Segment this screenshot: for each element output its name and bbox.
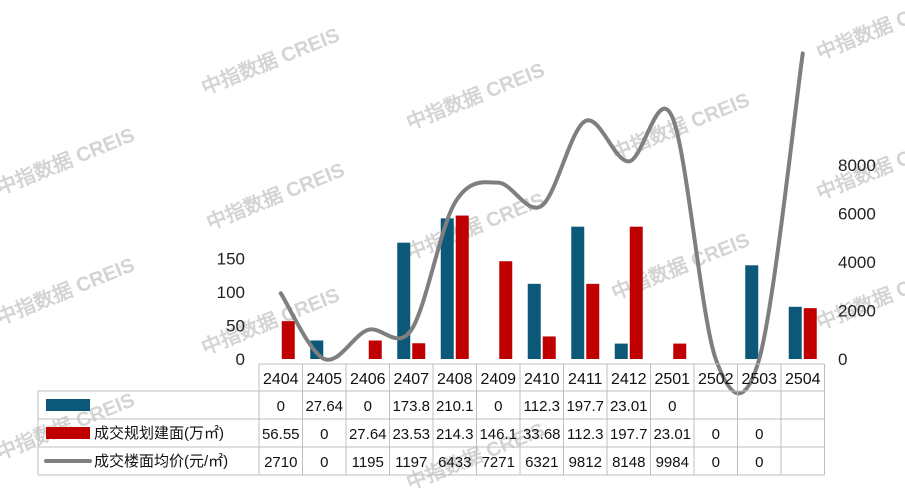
table-cell: 0: [755, 454, 763, 471]
bar-series1: [397, 242, 411, 359]
watermark-text: 中指数据 CREIS: [0, 122, 138, 199]
watermark-text: 中指数据 CREIS: [403, 187, 548, 264]
table-cell: 210.1: [436, 398, 474, 415]
bar-series2: [542, 336, 556, 359]
bar-series1: [788, 306, 802, 359]
bar-series2: [586, 283, 600, 359]
table-cell: 0: [364, 398, 372, 415]
data-table: 2404 2405 2406 2407 2408 2409 2410 2411 2412 2501…: [37, 363, 825, 476]
bar-series1: [440, 218, 454, 359]
category-label: 2503: [741, 371, 777, 388]
category-label: 2410: [524, 371, 560, 388]
right-axis: 0 2000 4000 6000 8000: [838, 156, 876, 369]
table-cell: 0: [320, 426, 328, 443]
table-cell: 112.3: [567, 426, 603, 443]
legend-key-2: [46, 427, 90, 439]
table-cell: 0: [712, 454, 720, 471]
table-cell: 8148: [612, 454, 645, 471]
table-cell: 0: [712, 426, 720, 443]
category-label: 2404: [263, 371, 299, 388]
bar-series2: [368, 340, 382, 359]
table-cell: 7271: [482, 454, 515, 471]
table-cell: 173.8: [392, 398, 430, 415]
bar-series1: [571, 226, 585, 359]
table-cell: 56.55: [262, 426, 300, 443]
table-cell: 112.3: [524, 398, 560, 415]
left-axis: 0 50 100 150: [217, 250, 245, 369]
table-cell: 197.7: [610, 426, 648, 443]
table-cell: 2710: [264, 454, 297, 471]
watermark-text: 中指数据 CREIS: [0, 252, 138, 329]
legend-label-3: 成交楼面均价(元/㎡): [94, 452, 228, 470]
table-cell: 23.01: [610, 398, 648, 415]
bar-series2: [281, 321, 295, 359]
bar-series1: [527, 283, 541, 359]
table-cell: 1197: [395, 454, 427, 471]
category-label: 2502: [698, 371, 734, 388]
watermark-text: 中指数据 CREIS: [203, 157, 348, 234]
bar-series: [281, 215, 817, 359]
left-axis-tick: 0: [236, 350, 245, 369]
table-cell: 146.1: [479, 426, 517, 443]
right-axis-tick: 2000: [838, 302, 876, 321]
watermark-text: 中指数据 CREIS: [608, 227, 753, 304]
bar-series2: [412, 343, 426, 359]
left-axis-tick: 50: [226, 317, 245, 336]
right-axis-tick: 6000: [838, 205, 876, 224]
table-cell: 6321: [525, 454, 558, 471]
left-axis-tick: 150: [217, 250, 245, 269]
table-cell: 214.3: [436, 426, 474, 443]
table-cell: 27.64: [305, 398, 343, 415]
bar-series2: [455, 215, 469, 359]
table-cell: 0: [277, 398, 285, 415]
category-label: 2504: [785, 371, 821, 388]
table-cell: 0: [320, 454, 328, 471]
legend-label-2: 成交规划建面(万㎡): [94, 424, 224, 442]
table-cell: 197.7: [566, 398, 604, 415]
category-label: 2405: [306, 371, 342, 388]
category-label: 2411: [568, 371, 603, 388]
table-cell: 0: [668, 398, 676, 415]
bar-series2: [499, 261, 513, 359]
left-axis-tick: 100: [217, 283, 245, 302]
table-cell: 9984: [656, 454, 689, 471]
table-cell: 9812: [569, 454, 602, 471]
table-cell: 23.53: [392, 426, 430, 443]
right-axis-tick: 0: [838, 350, 847, 369]
bar-series2: [629, 226, 643, 359]
table-cell: 6433: [438, 454, 471, 471]
category-label: 2408: [437, 371, 473, 388]
category-label: 2409: [480, 371, 516, 388]
bar-series2: [673, 343, 687, 359]
table-cell: 0: [755, 426, 763, 443]
table-cell: 0: [494, 398, 502, 415]
watermark-text: 中指数据 CREIS: [403, 57, 548, 134]
bar-series1: [614, 343, 628, 359]
table-cell: 1195: [352, 454, 384, 471]
category-label: 2501: [654, 371, 690, 388]
watermark-text: 中指数据 CREIS: [198, 22, 343, 99]
table-cell: 27.64: [349, 426, 387, 443]
right-axis-tick: 4000: [838, 253, 876, 272]
watermark-text: 中指数据 CREIS: [813, 0, 905, 65]
category-label: 2406: [350, 371, 386, 388]
category-label: 2412: [611, 371, 647, 388]
right-axis-tick: 8000: [838, 156, 876, 175]
category-label: 2407: [393, 371, 429, 388]
table-cell: 33.68: [523, 426, 561, 443]
table-cell: 23.01: [653, 426, 691, 443]
legend-key-1: [46, 399, 90, 411]
bar-series1: [745, 265, 759, 359]
bar-series2: [803, 308, 817, 359]
